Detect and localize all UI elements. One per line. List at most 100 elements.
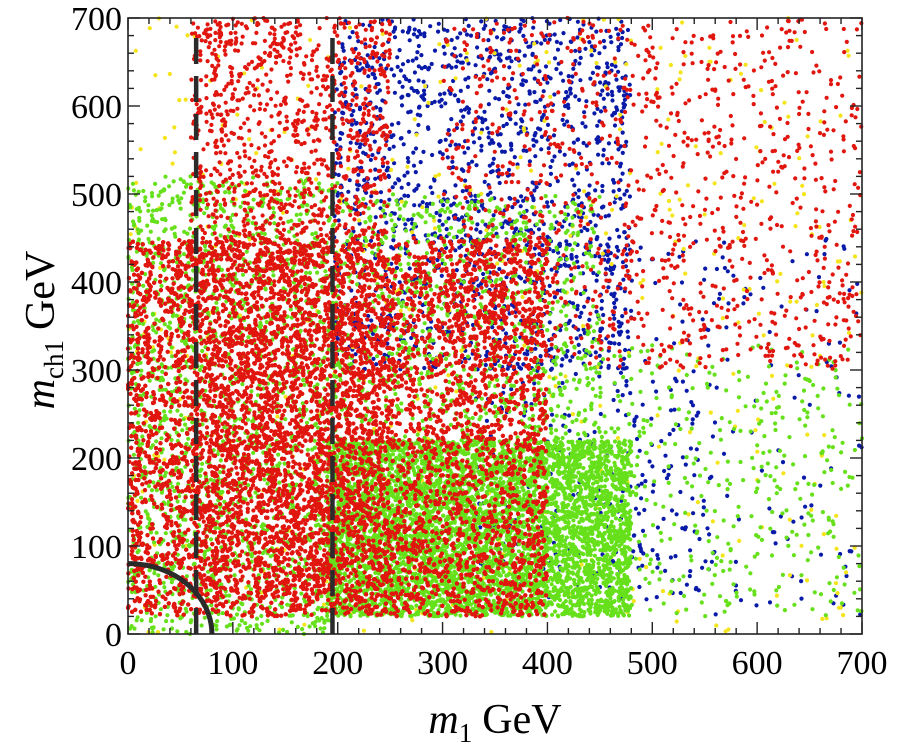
point (844, 570, 848, 574)
point (402, 194, 406, 198)
point (497, 267, 501, 271)
point (610, 520, 614, 524)
point (314, 177, 318, 181)
point (417, 78, 421, 82)
point (616, 147, 620, 151)
point (622, 230, 626, 234)
point (588, 77, 592, 81)
point (437, 42, 441, 46)
point (247, 137, 251, 141)
point (597, 530, 601, 534)
point (669, 63, 673, 67)
point (643, 479, 647, 483)
point (616, 409, 620, 413)
point (441, 203, 445, 207)
point (837, 606, 841, 610)
point (624, 62, 628, 66)
point (483, 180, 487, 184)
point (554, 67, 558, 71)
point (808, 403, 812, 407)
point (550, 367, 554, 371)
point (503, 150, 507, 154)
point (565, 119, 569, 123)
point (834, 514, 838, 518)
point (458, 31, 462, 35)
point (399, 68, 403, 72)
point (570, 74, 574, 78)
point (407, 130, 411, 134)
point (507, 196, 511, 200)
point (455, 268, 459, 272)
point (399, 136, 403, 140)
point (495, 35, 499, 39)
point (134, 49, 138, 53)
point (348, 26, 352, 30)
point (432, 178, 436, 182)
point (822, 284, 826, 288)
point (547, 146, 551, 150)
point (596, 135, 600, 139)
point (615, 194, 619, 198)
point (568, 163, 572, 167)
point (627, 511, 631, 515)
point (650, 464, 654, 468)
point (560, 381, 564, 385)
point (679, 591, 683, 595)
point (533, 133, 537, 137)
point (408, 266, 412, 270)
point (621, 278, 625, 282)
point (519, 82, 523, 86)
point (484, 363, 488, 367)
point (662, 517, 666, 521)
point (655, 87, 659, 91)
point (571, 479, 575, 483)
point (596, 153, 600, 157)
point (724, 629, 728, 633)
point (675, 512, 679, 516)
point (739, 72, 743, 76)
point (632, 599, 636, 603)
point (834, 547, 838, 551)
point (651, 548, 655, 552)
point (703, 559, 707, 563)
point (713, 181, 717, 185)
point (615, 228, 619, 232)
point (576, 137, 580, 141)
point (715, 267, 719, 271)
point (602, 148, 606, 152)
point (690, 496, 694, 500)
point (609, 341, 613, 345)
point (817, 275, 821, 279)
point (449, 203, 453, 207)
point (308, 38, 312, 42)
point (805, 252, 809, 256)
point (809, 365, 813, 369)
point (497, 97, 501, 101)
point (523, 352, 527, 356)
point (499, 132, 503, 136)
point (596, 613, 600, 617)
point (619, 371, 623, 375)
point (547, 60, 551, 64)
point (694, 144, 698, 148)
point (550, 613, 554, 617)
point (611, 334, 615, 338)
point (639, 496, 643, 500)
point (416, 123, 420, 127)
point (379, 190, 383, 194)
point (791, 520, 795, 524)
point (601, 313, 605, 317)
point (617, 235, 621, 239)
point (366, 64, 370, 68)
point (531, 26, 535, 30)
point (598, 404, 602, 408)
point (721, 316, 725, 320)
point (719, 151, 723, 155)
point (487, 135, 491, 139)
point (577, 61, 581, 65)
point (662, 469, 666, 473)
point (572, 183, 576, 187)
point (809, 508, 813, 512)
point (637, 511, 641, 515)
point (465, 58, 469, 62)
